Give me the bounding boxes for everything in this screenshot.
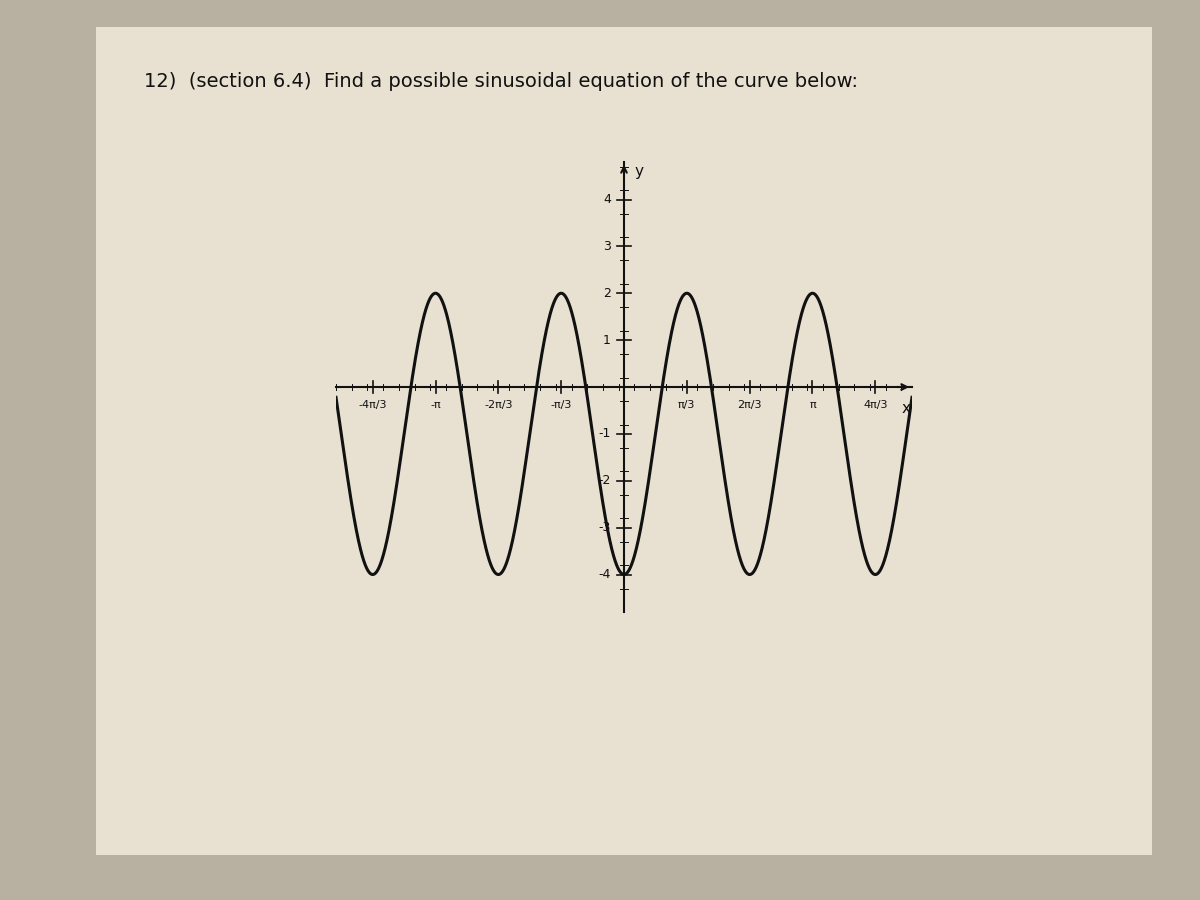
Text: -4: -4 — [599, 568, 611, 581]
Text: y: y — [635, 165, 643, 179]
Text: 2: 2 — [602, 287, 611, 300]
Text: π/3: π/3 — [678, 400, 696, 410]
Text: 4: 4 — [602, 193, 611, 206]
Text: 4π/3: 4π/3 — [863, 400, 888, 410]
Text: -4π/3: -4π/3 — [359, 400, 386, 410]
Text: x: x — [901, 401, 911, 416]
Text: -2π/3: -2π/3 — [484, 400, 512, 410]
Text: -π: -π — [430, 400, 440, 410]
Text: -3: -3 — [599, 521, 611, 534]
Text: -2: -2 — [599, 474, 611, 487]
Text: 3: 3 — [602, 240, 611, 253]
Text: 12)  (section 6.4)  Find a possible sinusoidal equation of the curve below:: 12) (section 6.4) Find a possible sinuso… — [144, 72, 858, 91]
Text: 2π/3: 2π/3 — [738, 400, 762, 410]
Text: 1: 1 — [602, 334, 611, 346]
Text: -1: -1 — [599, 428, 611, 440]
Text: -π/3: -π/3 — [551, 400, 572, 410]
Text: π: π — [809, 400, 816, 410]
